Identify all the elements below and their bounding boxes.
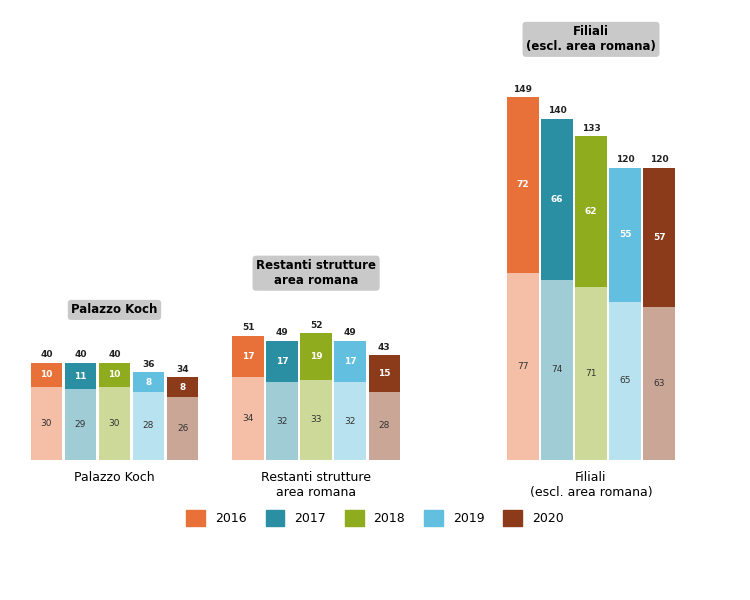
Bar bbox=[368, 392, 400, 460]
Text: 40: 40 bbox=[108, 350, 121, 359]
Text: 8: 8 bbox=[179, 383, 186, 392]
Text: 11: 11 bbox=[74, 371, 87, 380]
Text: 17: 17 bbox=[276, 357, 288, 366]
Bar bbox=[610, 168, 640, 302]
Text: 62: 62 bbox=[585, 207, 597, 216]
Bar bbox=[266, 341, 298, 382]
Bar bbox=[232, 377, 264, 460]
Text: 51: 51 bbox=[242, 323, 254, 332]
Bar bbox=[64, 362, 96, 389]
Bar bbox=[232, 336, 264, 377]
Bar bbox=[334, 341, 366, 382]
Bar bbox=[507, 272, 538, 460]
Text: 8: 8 bbox=[146, 377, 152, 386]
Legend: 2016, 2017, 2018, 2019, 2020: 2016, 2017, 2018, 2019, 2020 bbox=[182, 505, 568, 530]
Text: 49: 49 bbox=[276, 328, 289, 337]
Text: 15: 15 bbox=[378, 369, 391, 378]
Text: 66: 66 bbox=[550, 195, 563, 204]
Bar bbox=[507, 97, 538, 272]
Text: 29: 29 bbox=[75, 420, 86, 429]
Text: 40: 40 bbox=[74, 350, 87, 359]
Text: 19: 19 bbox=[310, 352, 322, 361]
Bar bbox=[644, 168, 675, 307]
Bar bbox=[301, 334, 332, 380]
Text: 34: 34 bbox=[176, 365, 189, 374]
Text: 28: 28 bbox=[142, 421, 154, 430]
Text: 40: 40 bbox=[40, 350, 53, 359]
Text: 33: 33 bbox=[310, 415, 322, 424]
Text: Restanti strutture
area romana: Restanti strutture area romana bbox=[256, 259, 376, 287]
Text: Palazzo Koch: Palazzo Koch bbox=[71, 304, 158, 316]
Bar bbox=[644, 307, 675, 460]
Text: 49: 49 bbox=[344, 328, 356, 337]
Bar bbox=[167, 377, 198, 397]
Bar bbox=[133, 392, 164, 460]
Text: 149: 149 bbox=[514, 85, 532, 94]
Text: 26: 26 bbox=[177, 424, 188, 433]
Bar bbox=[542, 119, 572, 280]
Bar bbox=[301, 380, 332, 460]
Text: 10: 10 bbox=[108, 370, 121, 379]
Bar bbox=[31, 387, 62, 460]
Text: 120: 120 bbox=[650, 155, 668, 164]
Text: 120: 120 bbox=[616, 155, 634, 164]
Text: 17: 17 bbox=[344, 357, 356, 366]
Text: 32: 32 bbox=[344, 416, 355, 425]
Text: 30: 30 bbox=[40, 419, 53, 428]
Text: 10: 10 bbox=[40, 370, 53, 379]
Text: 17: 17 bbox=[242, 352, 254, 361]
Text: 133: 133 bbox=[582, 124, 600, 133]
Text: 32: 32 bbox=[276, 416, 288, 425]
Bar bbox=[167, 397, 198, 460]
Bar bbox=[334, 382, 366, 460]
Bar bbox=[575, 136, 607, 287]
Text: 43: 43 bbox=[378, 343, 391, 352]
Text: 72: 72 bbox=[517, 181, 530, 190]
Text: 63: 63 bbox=[653, 379, 664, 388]
Bar bbox=[64, 389, 96, 460]
Text: 65: 65 bbox=[620, 376, 631, 385]
Text: 55: 55 bbox=[619, 230, 632, 239]
Bar bbox=[368, 355, 400, 392]
Text: 30: 30 bbox=[109, 419, 120, 428]
Bar bbox=[99, 362, 130, 387]
Text: 57: 57 bbox=[652, 233, 665, 242]
Bar bbox=[99, 387, 130, 460]
Bar bbox=[266, 382, 298, 460]
Text: 71: 71 bbox=[585, 369, 597, 378]
Bar bbox=[575, 287, 607, 460]
Bar bbox=[610, 302, 640, 460]
Text: 74: 74 bbox=[551, 365, 562, 374]
Text: 34: 34 bbox=[242, 414, 254, 423]
Bar bbox=[542, 280, 572, 460]
Text: Filiali
(escl. area romana): Filiali (escl. area romana) bbox=[526, 25, 656, 53]
Text: 52: 52 bbox=[310, 321, 322, 330]
Text: 28: 28 bbox=[379, 421, 390, 430]
Text: 140: 140 bbox=[548, 106, 566, 115]
Text: 77: 77 bbox=[518, 362, 529, 371]
Bar bbox=[31, 362, 62, 387]
Text: 36: 36 bbox=[142, 360, 154, 369]
Bar bbox=[133, 373, 164, 392]
